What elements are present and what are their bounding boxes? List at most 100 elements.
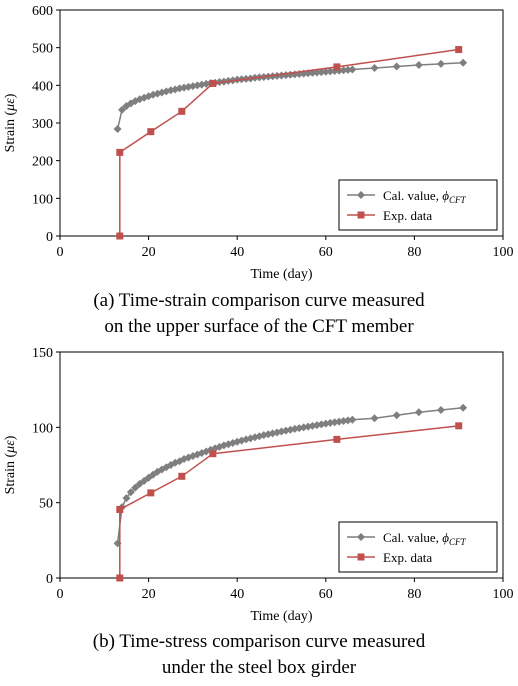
exp-data-point: [357, 553, 365, 561]
legend-label-subscript: CFT: [449, 537, 467, 547]
x-tick-label: 0: [57, 245, 64, 260]
cal-value-point: [126, 488, 135, 497]
cal-value-point: [326, 67, 335, 76]
exp-data-point: [116, 574, 124, 582]
y-tick-label: 300: [32, 117, 53, 132]
cal-value-point: [308, 421, 317, 430]
cal-value-point: [215, 442, 224, 451]
cal-value-point: [414, 60, 423, 69]
cal-value-point: [348, 415, 357, 424]
cal-value-point: [197, 448, 206, 457]
legend-label: Cal. value, ϕCFT: [383, 530, 466, 547]
x-tick-label: 20: [142, 245, 156, 260]
y-tick-label: 500: [32, 42, 53, 57]
x-tick-label: 100: [493, 587, 514, 602]
x-tick-label: 60: [319, 245, 333, 260]
cal-value-point: [122, 494, 131, 503]
exp-data-series: [116, 422, 463, 582]
legend: Cal. value, ϕCFT Exp. data: [338, 521, 498, 573]
cal-value-point: [348, 65, 357, 74]
y-axis-label-suffix: ): [3, 93, 18, 98]
cal-value-point: [392, 411, 401, 420]
x-tick-label: 60: [319, 587, 333, 602]
cal-value-point: [118, 105, 127, 114]
cal-value-series: [113, 403, 468, 548]
exp-data-point: [178, 472, 186, 480]
cal-value-point: [321, 67, 330, 76]
legend-item-exp-data: Exp. data: [347, 550, 432, 565]
legend-label: Exp. data: [383, 550, 432, 565]
cal-value-point: [330, 418, 339, 427]
x-tick-label: 80: [407, 587, 421, 602]
y-axis-label: Strain (με): [3, 435, 18, 494]
y-tick-label: 400: [32, 79, 53, 94]
cal-value-point: [268, 72, 277, 81]
x-tick-label: 20: [142, 587, 156, 602]
x-axis-label: Time (day): [250, 609, 312, 624]
y-tick-label: 200: [32, 155, 53, 170]
legend-label: Exp. data: [383, 208, 432, 223]
cal-value-point: [436, 406, 445, 415]
y-axis-label-prefix: Strain (: [3, 452, 18, 494]
cal-value-point: [370, 414, 379, 423]
y-tick-label: 50: [39, 497, 53, 512]
caption-b: (b) Time-stress comparison curve measure…: [0, 629, 518, 681]
legend-label-symbol: ϕ: [442, 188, 449, 203]
cal-value-point: [273, 428, 282, 437]
cal-value-point: [135, 479, 144, 488]
caption-b-line1: (b) Time-stress comparison curve measure…: [92, 631, 426, 652]
x-axis-label: Time (day): [250, 267, 312, 282]
caption-b-line2: under the steel box girder: [161, 657, 357, 678]
cal-value-point: [370, 64, 379, 73]
y-tick-label: 0: [46, 572, 53, 587]
y-tick-label: 600: [32, 4, 53, 19]
cal-value-point: [357, 533, 365, 541]
exp-data-point: [116, 232, 124, 240]
legend-box: [338, 521, 498, 573]
y-axis-label-symbol: με: [3, 440, 18, 454]
cal-value-point: [188, 451, 197, 460]
exp-data-point: [147, 489, 155, 497]
strain-chart-a: 0 20 40 60 80 100 0 100 200 300 400 500 600 Time (day…: [3, 4, 514, 282]
cal-value-point: [255, 432, 264, 441]
exp-data-point: [178, 107, 186, 115]
y-tick-label: 100: [32, 192, 53, 207]
legend-label-text: Exp. data: [383, 550, 432, 565]
legend-label-subscript: CFT: [449, 195, 467, 205]
y-axis-label-suffix: ): [3, 435, 18, 440]
exp-data-point: [455, 422, 463, 430]
cal-value-point: [459, 403, 468, 412]
exp-data-point: [147, 128, 155, 136]
cal-value-point: [242, 435, 251, 444]
legend-label-text: Cal. value,: [383, 530, 442, 545]
exp-data-series: [116, 46, 463, 240]
x-tick-label: 0: [57, 587, 64, 602]
cal-value-point: [339, 66, 348, 75]
exp-data-point: [455, 46, 463, 54]
x-tick-label: 40: [230, 587, 244, 602]
legend-label-symbol: ϕ: [442, 530, 449, 545]
cal-value-point: [343, 65, 352, 74]
cal-value-point: [326, 418, 335, 427]
x-tick-label: 40: [230, 245, 244, 260]
y-axis-label-prefix: Strain (: [3, 110, 18, 152]
strain-chart-b: 0 20 40 60 80 100 0 50 100 150 Time (day) Strain (μ…: [3, 346, 514, 624]
cal-value-point: [180, 454, 189, 463]
y-tick-label: 150: [32, 346, 53, 361]
cal-value-point: [268, 429, 277, 438]
legend-item-cal-value: Cal. value, ϕCFT: [347, 188, 466, 205]
legend-item-cal-value: Cal. value, ϕCFT: [347, 530, 466, 547]
cal-value-point: [131, 483, 140, 492]
legend-box: [338, 179, 498, 231]
exp-data-point: [357, 211, 365, 219]
caption-a: (a) Time-strain comparison curve measure…: [0, 288, 518, 340]
legend-label-text: Cal. value,: [383, 188, 442, 203]
y-axis-label: Strain (με): [3, 93, 18, 152]
cal-value-point: [113, 125, 122, 134]
exp-data-point: [333, 63, 341, 71]
chart-panel-a: 0 20 40 60 80 100 0 100 200 300 400 500 600 Time (day…: [0, 4, 518, 340]
cal-value-point: [459, 58, 468, 67]
caption-a-line2: on the upper surface of the CFT member: [104, 316, 414, 337]
y-tick-label: 100: [32, 421, 53, 436]
exp-data-point: [209, 79, 217, 87]
